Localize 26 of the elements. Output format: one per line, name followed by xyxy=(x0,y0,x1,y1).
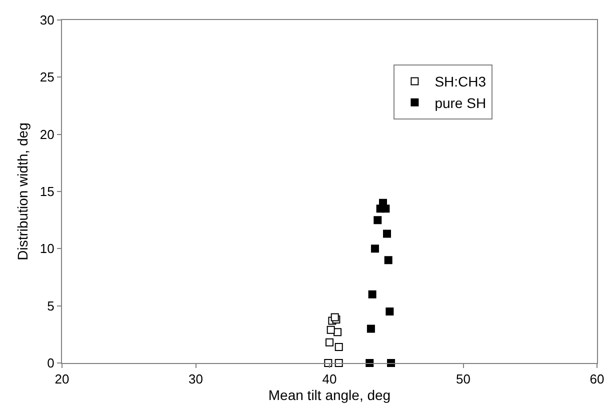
x-tick-label: 30 xyxy=(188,372,203,387)
x-tick-label: 50 xyxy=(456,372,470,387)
y-tick-label: 5 xyxy=(47,298,54,314)
point xyxy=(326,326,335,334)
legend-label: SH:CH3 xyxy=(434,74,486,90)
y-axis-title: Distribution width, deg xyxy=(14,122,31,260)
point xyxy=(374,216,382,224)
point xyxy=(334,342,343,351)
legend-label: pure SH xyxy=(434,94,486,111)
y-tick-label: 15 xyxy=(40,184,54,200)
y-tick-label: 20 xyxy=(40,126,54,142)
y-tick-label: 30 xyxy=(40,12,54,28)
point xyxy=(383,230,392,238)
point xyxy=(326,338,334,346)
point xyxy=(386,308,394,316)
y-tick-label: 10 xyxy=(40,241,54,256)
point xyxy=(370,244,379,253)
x-axis-title: Mean tilt angle, deg xyxy=(268,386,391,403)
point xyxy=(384,256,392,264)
x-tick-label: 40 xyxy=(322,372,337,387)
x-tick-label: 60 xyxy=(590,372,604,387)
y-tick-label: 25 xyxy=(40,70,54,85)
y-tick-label: 0 xyxy=(47,356,54,371)
point xyxy=(368,290,376,298)
point xyxy=(330,313,339,322)
point xyxy=(366,324,375,333)
